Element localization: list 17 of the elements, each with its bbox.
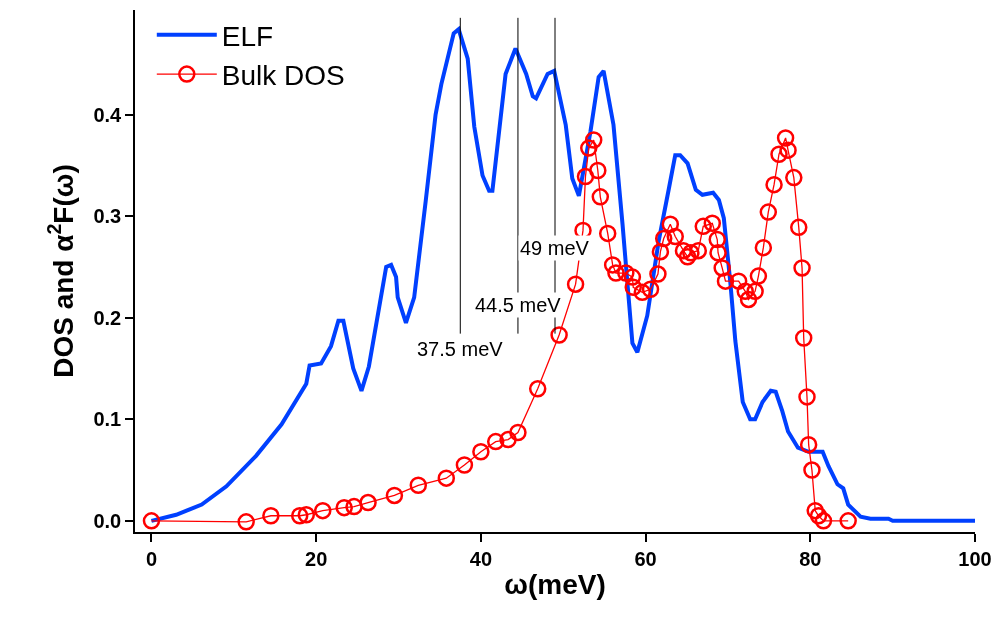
y-tick-label: 0.4 xyxy=(93,103,123,126)
x-tick-label: 20 xyxy=(305,547,328,570)
y-tick-label: 0.3 xyxy=(93,205,122,228)
x-tick-label: 100 xyxy=(958,547,992,570)
x-tick-label: 80 xyxy=(799,547,822,570)
x-axis-title: ω(meV) xyxy=(504,569,606,601)
legend-label: Bulk DOS xyxy=(221,60,345,92)
legend-label: ELF xyxy=(221,20,274,52)
x-tick-label: 40 xyxy=(469,547,493,570)
ref-line-label: 44.5 meV xyxy=(475,294,562,316)
ref-line-label: 37.5 meV xyxy=(417,338,504,360)
ref-line-label: 49 meV xyxy=(520,237,590,259)
y-tick-label: 0.0 xyxy=(93,509,122,532)
y-tick-label: 0.2 xyxy=(93,306,122,329)
x-tick-label: 0 xyxy=(145,547,158,570)
y-tick-label: 0.1 xyxy=(93,408,122,431)
x-tick-label: 60 xyxy=(634,547,657,570)
